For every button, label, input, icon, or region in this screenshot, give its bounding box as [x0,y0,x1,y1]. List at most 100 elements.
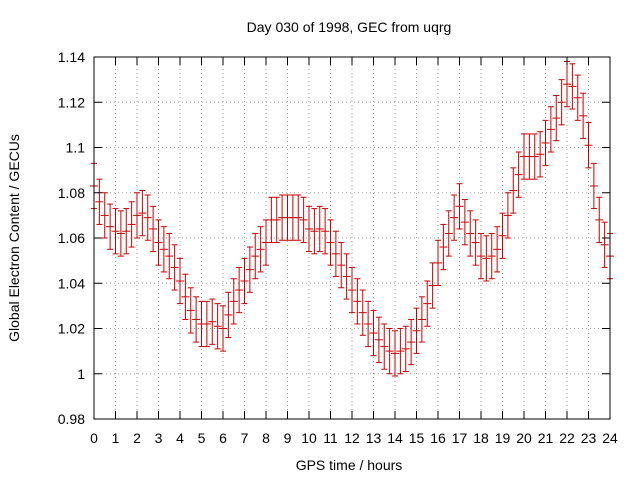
error-bar-point [127,201,136,248]
error-bar-point [568,63,577,110]
error-bar-point [434,239,442,287]
x-tick-label: 23 [581,430,597,446]
error-bar-point [251,232,260,280]
error-bar-point [305,205,313,253]
error-bar-point [503,192,512,239]
x-tick-label: 19 [495,430,511,446]
error-bar-point [401,325,410,372]
error-bar-point [256,226,265,273]
error-bar-point [493,226,502,273]
x-tick-label: 4 [176,430,184,446]
error-bar-point [364,300,373,348]
error-bar-point [546,106,555,153]
error-bar-point [358,289,367,336]
error-bar-point [407,318,416,366]
x-tick-label: 9 [284,430,292,446]
y-tick-label: 1.08 [58,185,85,201]
error-bar-point [133,192,141,239]
x-tick-label: 12 [344,430,360,446]
error-bar-point [498,212,507,259]
error-bar-point [299,196,308,244]
error-bar-point [579,92,588,139]
error-bar-point [552,94,561,142]
y-tick-label: 1.04 [58,275,85,291]
error-bar-point [122,208,131,255]
chart-title: Day 030 of 1998, GEC from uqrg [247,19,452,35]
error-bar-point [487,232,496,280]
error-bar-point [283,194,292,241]
error-bar-point [192,296,201,343]
data-series [90,61,614,377]
error-bar-point [331,230,340,277]
x-tick-label: 8 [262,430,270,446]
error-bar-point [235,266,244,314]
x-tick-label: 1 [112,430,120,446]
error-bar-point [159,226,168,273]
error-bar-point [353,278,362,325]
error-bar-point [530,133,539,180]
x-tick-label: 0 [90,430,98,446]
x-tick-label: 21 [538,430,554,446]
error-bar-point [385,328,394,375]
error-bar-point [315,205,324,253]
x-tick-label: 14 [387,430,403,446]
x-tick-label: 17 [452,430,468,446]
y-tick-label: 1 [77,366,85,382]
error-bar-point [460,199,469,246]
y-tick-label: 1.14 [58,49,85,65]
error-bar-point [573,74,582,121]
error-bar-point [369,309,378,357]
y-tick-label: 1.02 [58,321,85,337]
error-bar-point [116,210,125,257]
error-bar-point [423,280,432,327]
x-tick-label: 7 [241,430,249,446]
error-bar-point [95,178,104,225]
error-bar-point [310,208,319,255]
error-bar-point [224,291,233,339]
error-bar-point [536,131,545,178]
error-bar-point [444,210,453,257]
error-bar-point [348,266,356,314]
x-tick-label: 22 [559,430,575,446]
x-tick-label: 10 [301,430,317,446]
error-bar-point [439,223,448,271]
error-bar-point [186,287,195,334]
y-tick-label: 1.06 [58,230,85,246]
x-tick-label: 5 [198,430,206,446]
error-bar-point [321,208,330,255]
error-bar-point [391,330,399,377]
error-bar-point [326,219,335,266]
error-bar-point [412,307,421,354]
error-bar-point [541,119,550,167]
error-bar-point [417,296,426,343]
error-bar-point [374,316,383,363]
x-tick-label: 6 [219,430,227,446]
error-bar-point [149,205,158,253]
error-bar-point [219,305,227,352]
error-bar-point [396,328,405,375]
error-bar-point [138,189,147,237]
error-bar-point [482,235,491,282]
error-bar-point [143,194,152,241]
x-tick-label: 2 [133,430,141,446]
error-bar-point [557,79,566,126]
error-bar-point [514,151,523,198]
x-tick-label: 3 [155,430,163,446]
x-tick-label: 13 [366,430,382,446]
error-bar-point [229,278,238,325]
x-tick-label: 24 [602,430,618,446]
error-bar-point [213,303,222,350]
x-tick-label: 11 [323,430,338,446]
error-bar-point [509,167,518,214]
x-axis-title: GPS time / hours [296,457,403,473]
error-bar-point [202,300,211,348]
error-bar-point [176,257,184,305]
error-bar-point [245,246,254,293]
error-bar-point [106,203,115,250]
y-tick-label: 1.12 [58,94,85,110]
error-bar-point [450,194,459,241]
error-bar-point [600,221,609,268]
error-bar-point [154,219,163,266]
